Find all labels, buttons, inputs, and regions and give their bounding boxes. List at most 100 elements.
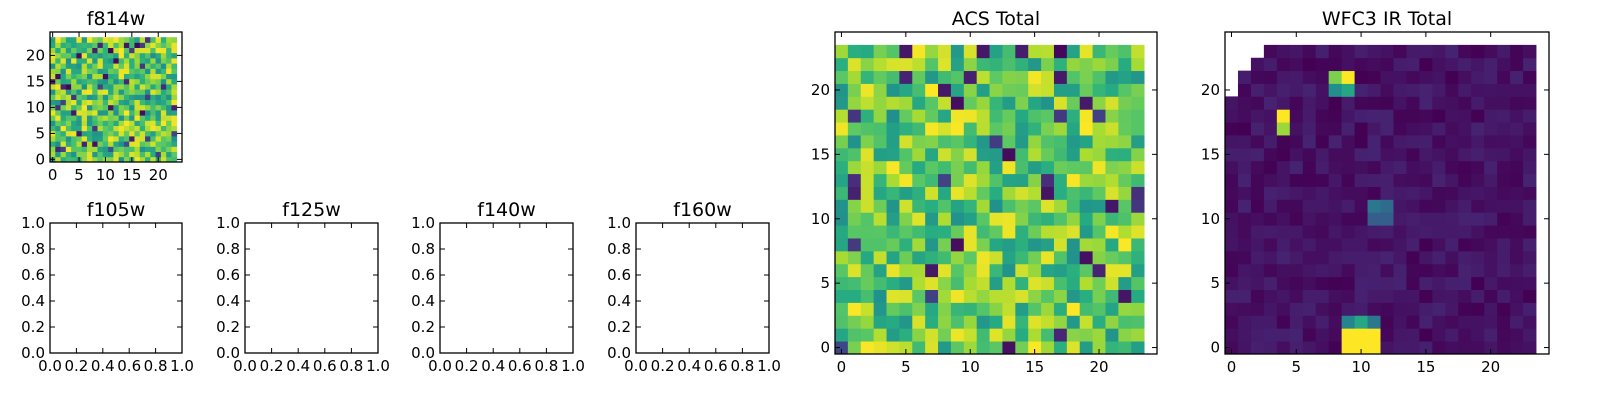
- heatmap-cell: [160, 104, 167, 111]
- heatmap-cell: [1406, 186, 1420, 200]
- heatmap-cell: [129, 136, 135, 142]
- heatmap-cell: [899, 83, 913, 97]
- heatmap-cell: [912, 250, 926, 265]
- heatmap-cell: [108, 47, 114, 54]
- heatmap-cell: [134, 99, 141, 106]
- heatmap-cell: [912, 212, 926, 226]
- heatmap-cell: [50, 94, 56, 100]
- heatmap-cell: [1250, 302, 1265, 316]
- heatmap-cell: [1302, 328, 1317, 342]
- heatmap-cell: [1302, 302, 1317, 316]
- heatmap-cell: [1380, 263, 1394, 278]
- heatmap-cell: [118, 130, 125, 137]
- heatmap-cell: [97, 89, 104, 95]
- heatmap-cell: [1406, 109, 1420, 123]
- heatmap-cell: [102, 110, 109, 116]
- wfc3-ir-total-title: WFC3 IR Total: [1322, 8, 1452, 30]
- heatmap-cell: [1445, 199, 1459, 213]
- heatmap-cell: [1419, 315, 1433, 329]
- heatmap-cell: [76, 42, 83, 48]
- y-tick-label: 15: [811, 145, 830, 163]
- heatmap-cell: [1118, 225, 1132, 239]
- heatmap-cell: [1458, 135, 1472, 149]
- heatmap-cell: [102, 99, 109, 106]
- heatmap-cell: [1289, 160, 1304, 175]
- heatmap-cell: [976, 186, 990, 200]
- heatmap-cell: [925, 147, 939, 162]
- heatmap-cell: [912, 328, 926, 342]
- heatmap-cell: [1406, 238, 1420, 252]
- heatmap-cell: [1066, 57, 1081, 72]
- heatmap-cell: [1328, 135, 1343, 149]
- heatmap-cell: [166, 115, 172, 121]
- heatmap-cell: [1237, 238, 1252, 252]
- heatmap-cell: [1380, 122, 1394, 136]
- heatmap-cell: [145, 99, 151, 106]
- heatmap-cell: [1354, 44, 1368, 59]
- heatmap-cell: [912, 302, 926, 316]
- heatmap-cell: [1066, 70, 1081, 84]
- heatmap-cell: [912, 57, 926, 72]
- heatmap-cell: [1406, 83, 1420, 97]
- heatmap-cell: [86, 136, 93, 142]
- heatmap-cell: [139, 68, 146, 74]
- heatmap-cell: [1079, 135, 1093, 149]
- heatmap-cell: [1471, 225, 1485, 239]
- heatmap-cell: [1497, 302, 1511, 316]
- heatmap-cell: [1105, 83, 1119, 97]
- heatmap-cell: [171, 146, 178, 152]
- heatmap-cell: [1041, 263, 1055, 278]
- heatmap-cell: [139, 42, 146, 48]
- heatmap-cell: [134, 125, 141, 132]
- heatmap-cell: [139, 120, 146, 126]
- heatmap-cell: [150, 104, 156, 111]
- heatmap-cell: [1380, 44, 1394, 59]
- heatmap-cell: [1315, 328, 1330, 342]
- heatmap-cell: [134, 42, 141, 48]
- heatmap-cell: [1393, 186, 1407, 200]
- heatmap-cell: [92, 146, 98, 152]
- heatmap-cell: [60, 78, 67, 85]
- heatmap-cell: [1419, 186, 1433, 200]
- heatmap-cell: [1053, 109, 1068, 123]
- heatmap-cell: [1028, 173, 1042, 187]
- heatmap-cell: [1367, 135, 1381, 149]
- heatmap-cell: [835, 57, 849, 72]
- heatmap-cell: [1484, 186, 1498, 200]
- heatmap-cell: [81, 37, 88, 43]
- heatmap-cell: [1041, 289, 1055, 303]
- heatmap-cell: [1354, 302, 1368, 316]
- heatmap-cell: [963, 70, 978, 84]
- heatmap-cell: [129, 84, 135, 90]
- heatmap-cell: [1250, 173, 1265, 187]
- heatmap-cell: [55, 115, 61, 121]
- heatmap-cell: [899, 57, 913, 72]
- heatmap-cell: [1028, 70, 1042, 84]
- heatmap-cell: [76, 99, 83, 106]
- heatmap-cell: [123, 63, 130, 69]
- heatmap-cell: [847, 225, 862, 239]
- heatmap-cell: [113, 130, 120, 137]
- heatmap-cell: [1341, 302, 1355, 316]
- y-tick-label: 10: [811, 210, 830, 228]
- heatmap-cell: [1028, 212, 1042, 226]
- heatmap-cell: [1237, 289, 1252, 303]
- heatmap-cell: [873, 225, 887, 239]
- heatmap-cell: [1354, 289, 1368, 303]
- heatmap-cell: [1341, 225, 1355, 239]
- heatmap-cell: [1250, 225, 1265, 239]
- heatmap-cell: [55, 73, 61, 80]
- heatmap-cell: [1315, 212, 1330, 226]
- heatmap-cell: [1328, 57, 1343, 72]
- heatmap-cell: [129, 141, 135, 147]
- heatmap-cell: [1118, 263, 1132, 278]
- heatmap-cell: [1289, 341, 1304, 355]
- heatmap-cell: [1432, 186, 1446, 200]
- heatmap-cell: [1367, 263, 1381, 278]
- heatmap-cell: [145, 156, 151, 163]
- heatmap-cell: [1354, 83, 1368, 97]
- heatmap-cell: [1393, 315, 1407, 329]
- heatmap-cell: [139, 37, 146, 43]
- heatmap-cell: [55, 89, 61, 95]
- heatmap-cell: [899, 109, 913, 123]
